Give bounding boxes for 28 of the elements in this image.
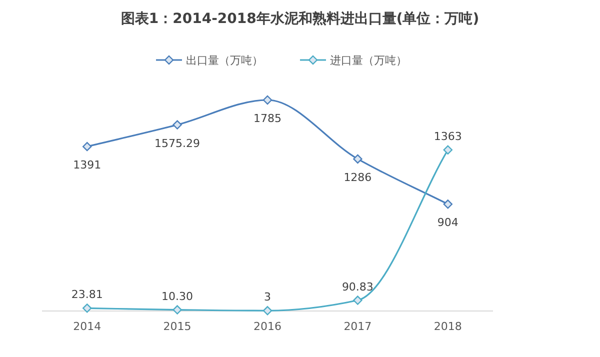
legend-label: 进口量（万吨） bbox=[330, 54, 407, 67]
point bbox=[82, 304, 92, 313]
point bbox=[353, 296, 362, 305]
x-tick-label: 2016 bbox=[254, 320, 282, 333]
point bbox=[353, 154, 362, 164]
data-label: 10.30 bbox=[162, 290, 194, 303]
point bbox=[262, 95, 272, 105]
legend-label: 出口量（万吨） bbox=[186, 54, 263, 67]
point bbox=[262, 306, 272, 316]
data-label: 1286 bbox=[344, 170, 372, 184]
x-tick-label: 2014 bbox=[73, 320, 102, 333]
x-tick-label: 2017 bbox=[344, 320, 372, 333]
point bbox=[82, 142, 92, 152]
data-label: 1363 bbox=[434, 130, 462, 143]
chart-title: 图表1：2014-2018年水泥和熟料进出口量(单位：万吨) bbox=[120, 10, 480, 27]
data-label: 1575.29 bbox=[154, 136, 200, 150]
data-label: 1391 bbox=[73, 158, 102, 172]
data-label: 23.81 bbox=[71, 288, 103, 302]
x-tick-label: 2015 bbox=[163, 320, 192, 333]
data-label: 1785 bbox=[254, 112, 282, 125]
point bbox=[172, 305, 182, 314]
point bbox=[443, 145, 452, 154]
data-label: 90.83 bbox=[342, 280, 374, 294]
point bbox=[443, 200, 452, 209]
point bbox=[172, 120, 182, 130]
data-label: 3 bbox=[264, 290, 271, 304]
x-tick-label: 2018 bbox=[434, 320, 462, 333]
data-label: 904 bbox=[437, 216, 458, 230]
